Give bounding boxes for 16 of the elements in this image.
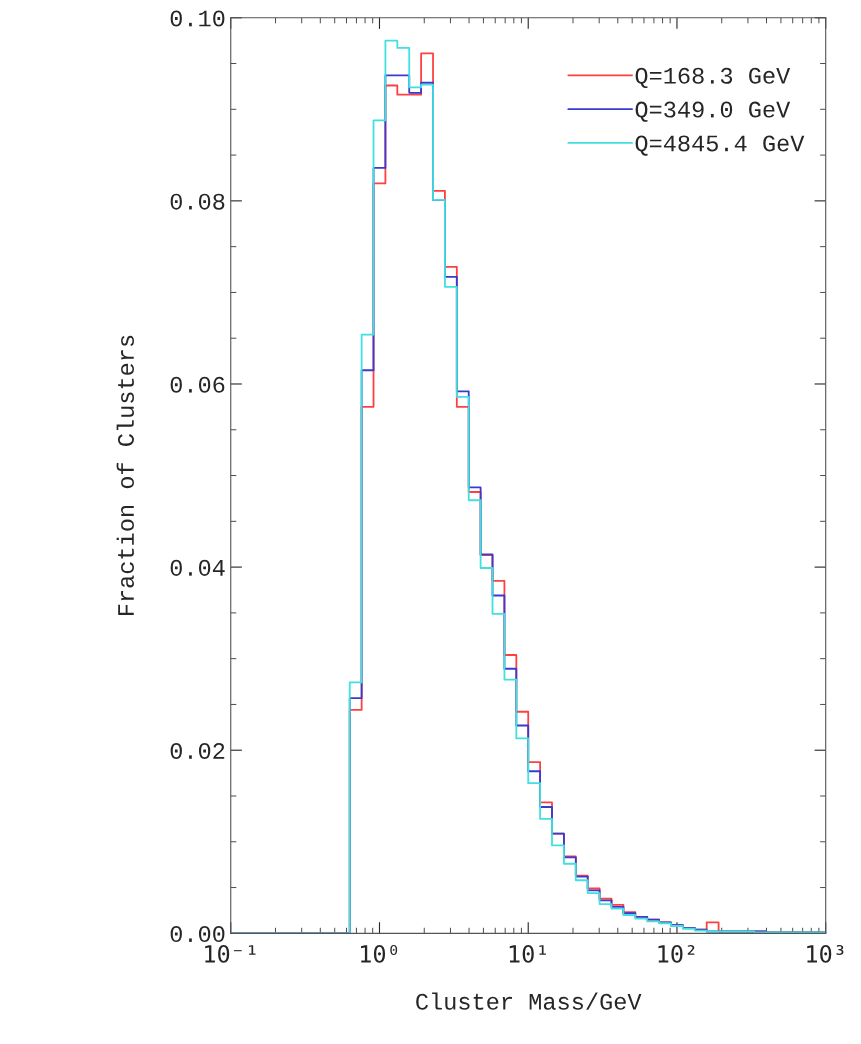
legend-label: Q=4845.4 GeV <box>635 135 805 156</box>
y-tick-label: 0.10 <box>170 10 225 27</box>
x-tick-label: 10⁻¹ <box>205 944 256 963</box>
x-tick-label: 10⁰ <box>361 944 398 963</box>
y-axis-title: Fraction of Clusters <box>116 335 134 616</box>
x-tick-label: 10² <box>658 944 695 963</box>
legend-label: Q=168.3 GeV <box>635 67 791 89</box>
y-tick-label: 0.00 <box>170 926 225 943</box>
y-tick-label: 0.02 <box>170 742 225 760</box>
legend-label: Q=349.0 GeV <box>635 101 791 122</box>
x-tick-label: 10¹ <box>509 944 546 963</box>
y-tick-label: 0.06 <box>170 376 225 393</box>
y-tick-label: 0.04 <box>170 559 225 576</box>
x-axis-title: Cluster Mass/GeV <box>416 992 642 1010</box>
y-tick-label: 0.08 <box>170 193 225 210</box>
x-tick-label: 10³ <box>807 944 844 963</box>
